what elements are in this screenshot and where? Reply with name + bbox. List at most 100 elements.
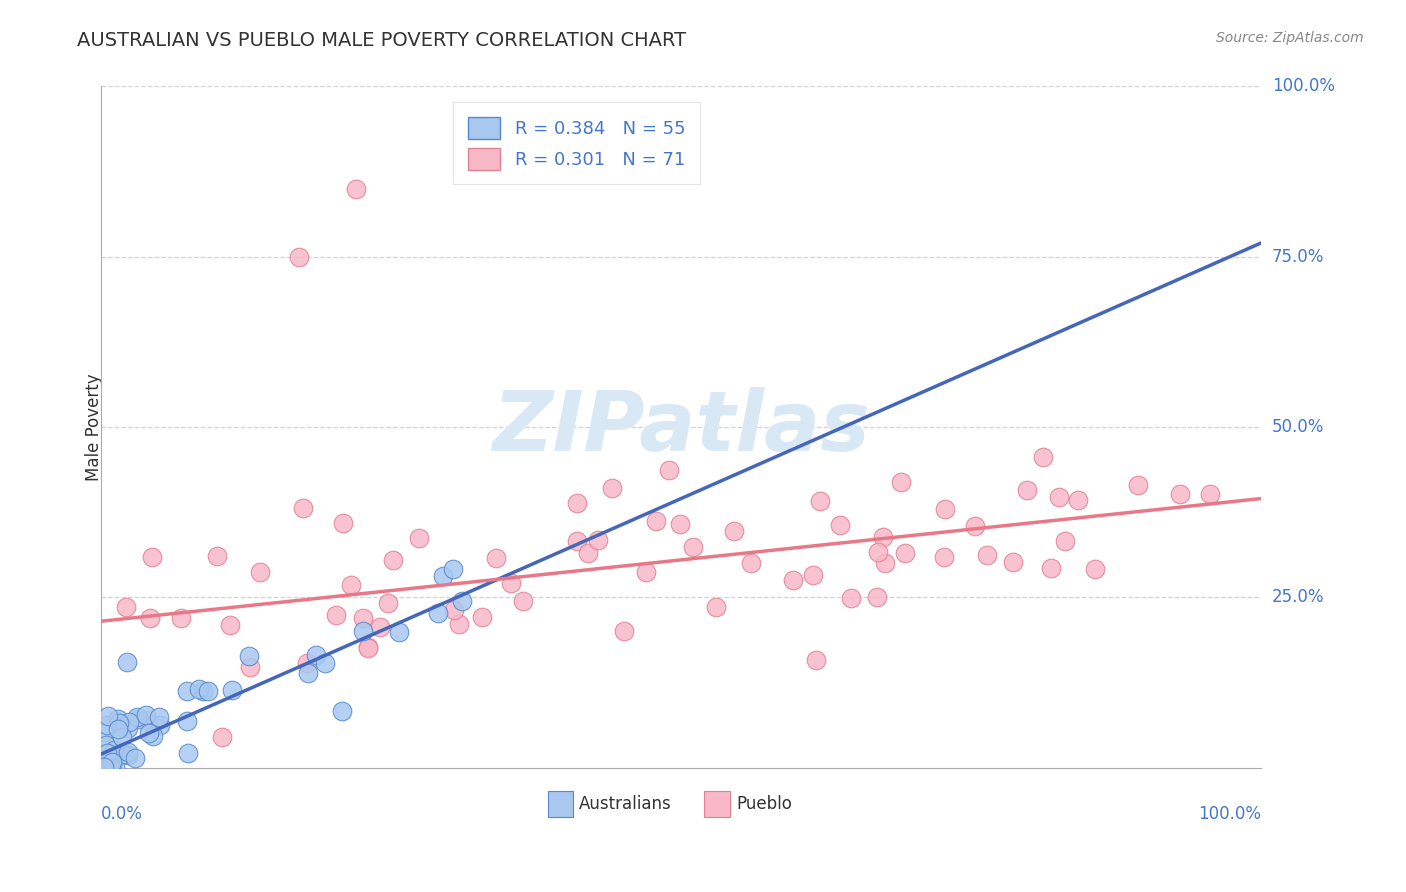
Point — [117, 655, 139, 669]
Point — [636, 565, 658, 579]
Point — [381, 553, 404, 567]
Point — [207, 549, 229, 563]
Point — [291, 501, 314, 516]
Point — [963, 519, 986, 533]
Point — [828, 518, 851, 533]
Point — [96, 760, 118, 774]
FancyBboxPatch shape — [704, 791, 730, 817]
Point — [408, 531, 430, 545]
Point — [97, 759, 120, 773]
Point — [377, 596, 399, 610]
Point — [976, 548, 998, 562]
Point — [866, 591, 889, 605]
Point — [170, 611, 193, 625]
Point — [782, 573, 804, 587]
Point — [658, 463, 681, 477]
Point — [93, 760, 115, 774]
Point — [1067, 492, 1090, 507]
Point — [1126, 477, 1149, 491]
FancyBboxPatch shape — [547, 791, 574, 817]
Point — [138, 725, 160, 739]
Point — [808, 494, 831, 508]
Point — [451, 594, 474, 608]
Point — [96, 760, 118, 774]
Text: AUSTRALIAN VS PUEBLO MALE POVERTY CORRELATION CHART: AUSTRALIAN VS PUEBLO MALE POVERTY CORREL… — [77, 31, 686, 50]
Point — [93, 760, 115, 774]
Point — [238, 649, 260, 664]
Point — [118, 715, 141, 730]
Point — [114, 599, 136, 614]
Point — [934, 501, 956, 516]
Point — [668, 516, 690, 531]
Point — [100, 755, 122, 769]
Text: 25.0%: 25.0% — [1272, 589, 1324, 607]
Point — [1032, 450, 1054, 464]
Point — [138, 611, 160, 625]
Text: Source: ZipAtlas.com: Source: ZipAtlas.com — [1216, 31, 1364, 45]
Point — [117, 722, 139, 736]
Point — [111, 747, 134, 762]
Point — [96, 718, 118, 732]
Point — [135, 713, 157, 727]
Point — [682, 541, 704, 555]
Point — [197, 684, 219, 698]
Point — [117, 745, 139, 759]
Point — [1015, 483, 1038, 497]
Point — [485, 550, 508, 565]
Point — [239, 660, 262, 674]
Point — [357, 641, 380, 656]
Point — [176, 684, 198, 698]
Point — [352, 611, 374, 625]
Point — [449, 617, 471, 632]
Point — [890, 475, 912, 489]
Point — [1047, 490, 1070, 504]
Point — [141, 550, 163, 565]
Point — [441, 562, 464, 576]
Point — [148, 718, 170, 732]
Point — [305, 648, 328, 662]
Point — [804, 653, 827, 667]
Point — [723, 524, 745, 539]
Point — [388, 624, 411, 639]
Point — [191, 684, 214, 698]
Point — [295, 656, 318, 670]
Point — [600, 481, 623, 495]
Point — [135, 708, 157, 723]
Point — [125, 710, 148, 724]
Text: Australians: Australians — [579, 795, 672, 813]
Point — [221, 683, 243, 698]
Text: 0.0%: 0.0% — [101, 805, 143, 823]
Point — [94, 738, 117, 752]
Point — [839, 591, 862, 606]
Point — [644, 514, 666, 528]
Point — [93, 724, 115, 739]
Point — [576, 546, 599, 560]
Text: 100.0%: 100.0% — [1272, 78, 1334, 95]
Point — [1001, 555, 1024, 569]
Point — [565, 495, 588, 509]
Point — [107, 712, 129, 726]
Point — [117, 748, 139, 763]
Point — [1039, 560, 1062, 574]
Point — [586, 533, 609, 547]
Point — [1084, 562, 1107, 576]
Point — [332, 516, 354, 530]
Point — [872, 530, 894, 544]
Point — [512, 594, 534, 608]
Point — [1199, 486, 1222, 500]
Point — [111, 730, 134, 744]
Point — [103, 743, 125, 757]
Point — [1168, 487, 1191, 501]
Point — [177, 747, 200, 761]
Point — [96, 746, 118, 760]
Point — [499, 575, 522, 590]
Point — [894, 546, 917, 560]
Point — [187, 682, 209, 697]
Point — [297, 665, 319, 680]
Point — [432, 569, 454, 583]
Point — [866, 544, 889, 558]
Point — [740, 556, 762, 570]
Text: 50.0%: 50.0% — [1272, 418, 1324, 436]
Point — [128, 712, 150, 726]
Text: 100.0%: 100.0% — [1198, 805, 1261, 823]
